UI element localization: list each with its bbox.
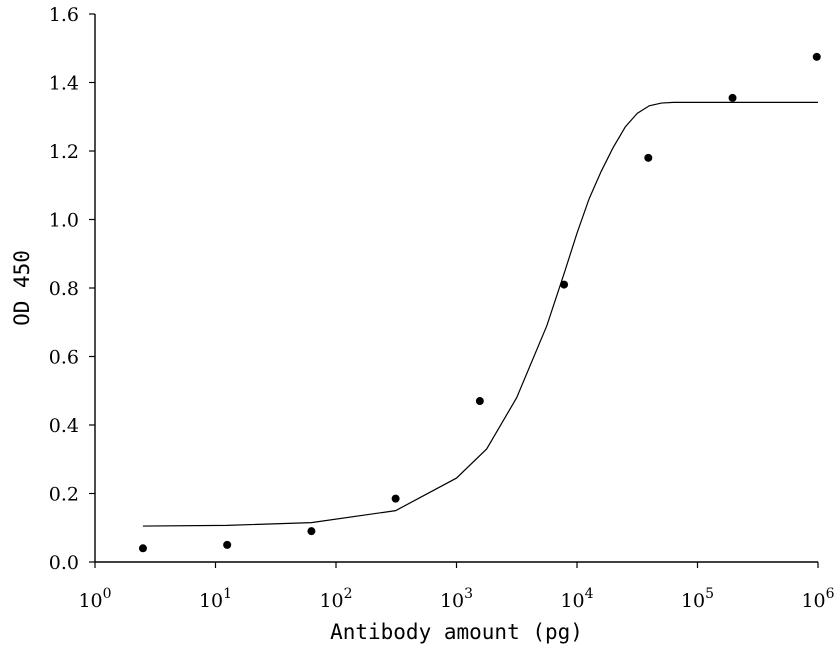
y-axis-title: OD 450 — [10, 250, 34, 326]
x-tick-exponent: 3 — [464, 586, 473, 602]
data-point — [644, 153, 653, 162]
data-point — [812, 52, 821, 61]
data-points-layer — [138, 52, 821, 553]
data-point — [138, 544, 147, 553]
fit-curve-layer — [142, 101, 818, 527]
x-tick-exponent: 5 — [705, 586, 714, 602]
y-tick-label: 0.0 — [49, 552, 79, 574]
data-point — [307, 527, 316, 536]
data-point — [475, 397, 484, 406]
x-tick-base: 10 — [199, 590, 223, 612]
x-tick-label: 102 — [319, 586, 352, 612]
x-tick-base: 10 — [78, 590, 102, 612]
x-tick-label: 103 — [440, 586, 473, 612]
y-tick-label: 1.6 — [49, 4, 79, 26]
data-point — [391, 494, 400, 503]
y-tick-label: 0.8 — [49, 278, 79, 300]
y-tick-label: 0.2 — [49, 484, 79, 506]
data-point — [728, 93, 737, 102]
x-ticks: 100 101 102 103 104 105 106 — [78, 562, 835, 612]
axes — [94, 14, 818, 563]
x-tick-exponent: 4 — [585, 586, 594, 602]
x-tick-exponent: 1 — [223, 586, 232, 602]
y-tick-label: 1.2 — [49, 141, 79, 163]
x-tick-base: 10 — [801, 590, 825, 612]
fit-curve-line — [142, 101, 818, 527]
data-point — [560, 280, 569, 289]
x-tick-label: 105 — [681, 586, 714, 612]
x-axis-title: Antibody amount (pg) — [330, 620, 583, 644]
x-tick-exponent: 0 — [103, 586, 112, 602]
x-tick-exponent: 2 — [344, 586, 353, 602]
y-ticks: 0.0 0.2 0.4 0.6 0.8 1.0 1.2 1.4 1.6 — [49, 4, 95, 574]
y-tick-label: 0.6 — [49, 347, 79, 369]
x-tick-base: 10 — [681, 590, 705, 612]
x-tick-label: 104 — [560, 586, 593, 612]
y-tick-label: 1.0 — [49, 210, 79, 232]
y-tick-label: 1.4 — [49, 73, 79, 95]
x-tick-exponent: 6 — [826, 586, 835, 602]
data-point — [223, 540, 232, 549]
x-tick-base: 10 — [560, 590, 584, 612]
x-tick-label: 106 — [801, 586, 834, 612]
x-tick-label: 100 — [78, 586, 111, 612]
x-tick-base: 10 — [440, 590, 464, 612]
y-tick-label: 0.4 — [49, 415, 79, 437]
x-tick-label: 101 — [199, 586, 232, 612]
x-tick-base: 10 — [319, 590, 343, 612]
